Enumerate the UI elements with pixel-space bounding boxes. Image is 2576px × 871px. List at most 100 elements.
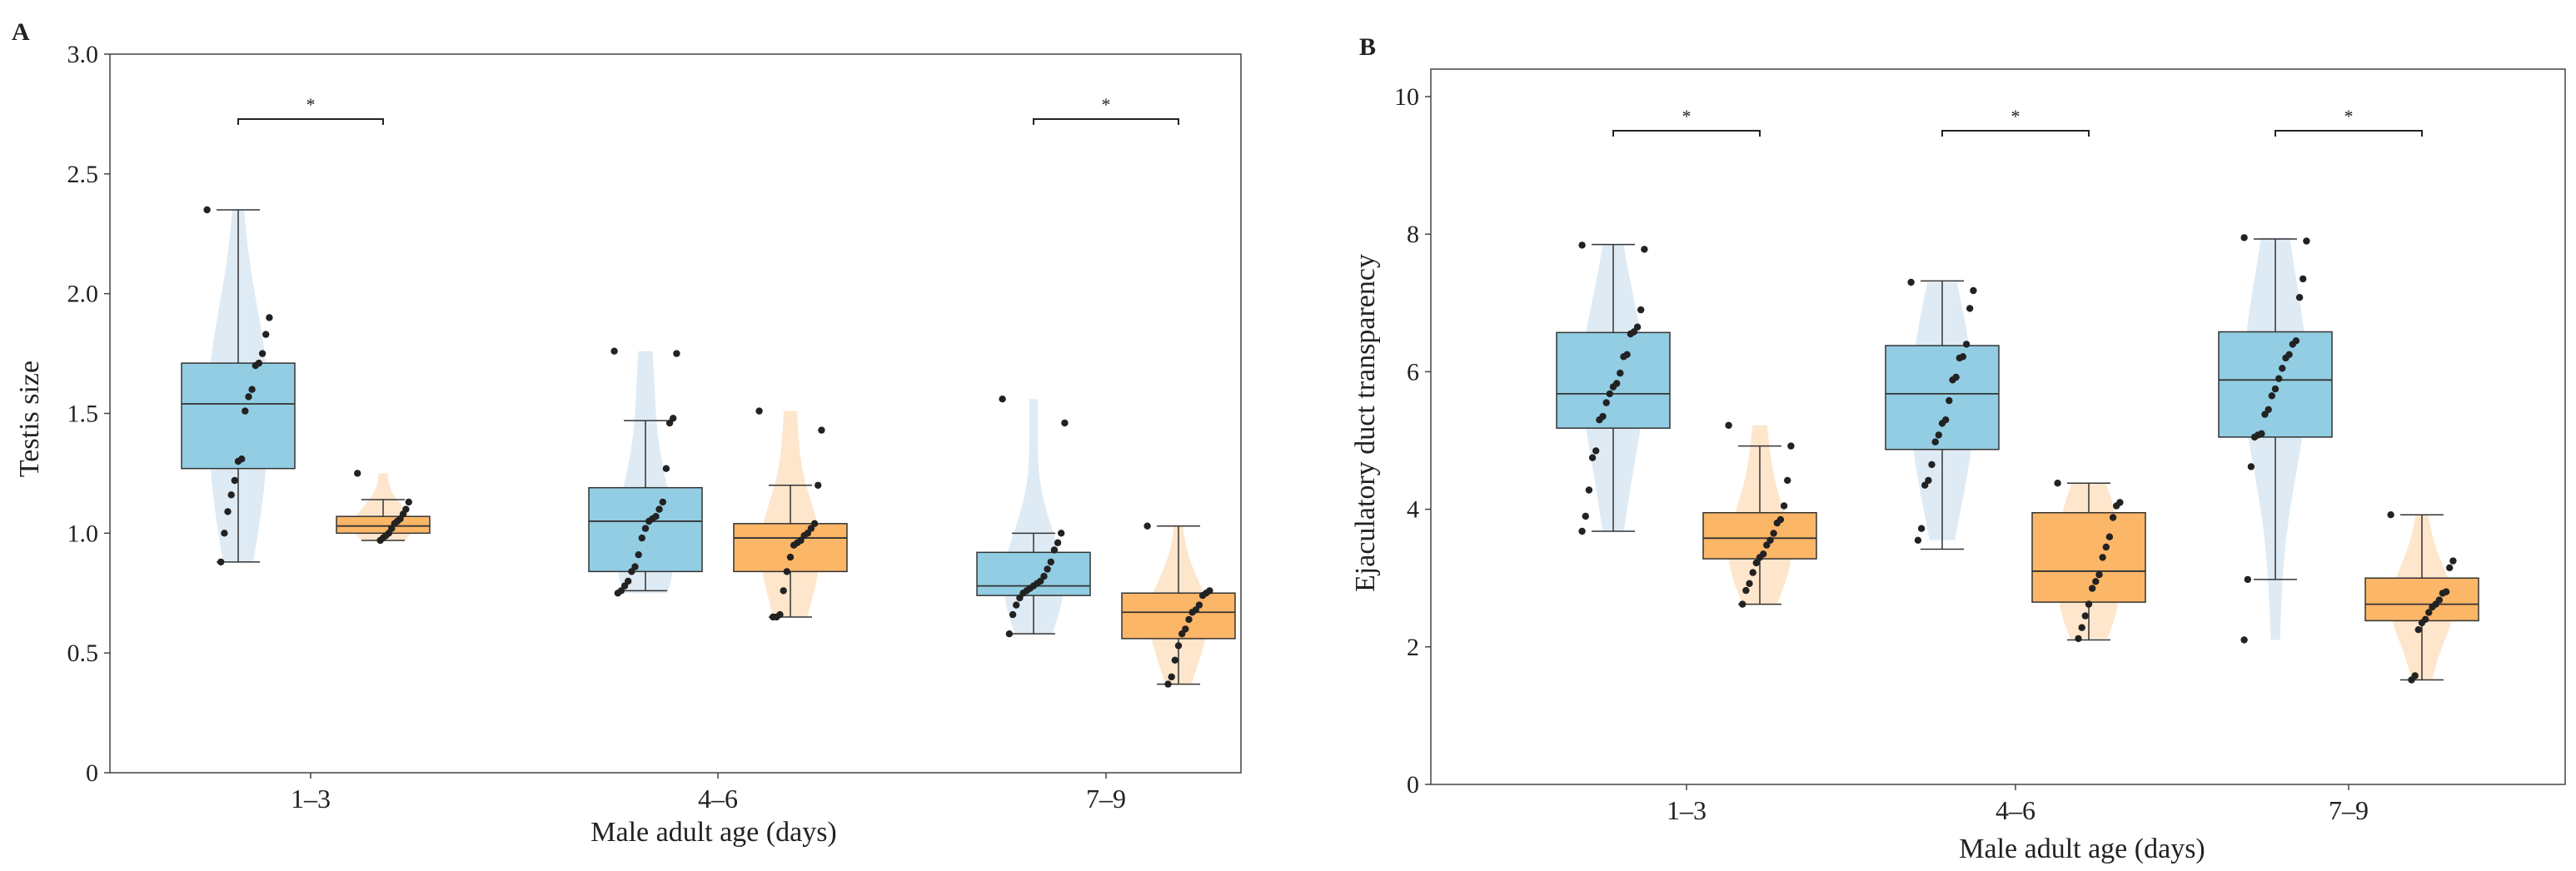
panel-b-4-6-blue-point: [1949, 376, 1956, 384]
panel-b-1-3-orange-point: [1780, 502, 1788, 510]
panel-a-4-6-blue-point: [645, 517, 653, 525]
panel-b-7-9-blue-point: [2279, 365, 2286, 372]
panel-b-1-3-orange-point: [1770, 530, 1777, 537]
panel-a-1-3-orange-box: [336, 515, 431, 535]
panel-a-1-3-blue-point: [203, 206, 211, 214]
panel-a-significance-star: *: [1102, 94, 1111, 115]
panel-a-4-6-blue-point: [673, 350, 680, 357]
panel-a-4-6-orange-point: [755, 407, 763, 415]
panel-a-significance-bracket: [237, 118, 384, 125]
panel-a-1-3-blue-box: [181, 362, 296, 470]
panel-a-7-9-orange-point: [1185, 615, 1193, 624]
panel-b-1-3-blue-point: [1617, 369, 1624, 377]
panel-a-7-9-orange-point: [1188, 609, 1196, 616]
panel-a-4-6-blue-point: [620, 582, 629, 590]
panel-b-1-3-orange-point: [1739, 600, 1746, 608]
panel-b-7-9-orange-box: [2364, 577, 2479, 622]
panel-b-significance-star: *: [1682, 106, 1692, 127]
panel-b-7-9-blue-point: [2299, 275, 2307, 283]
panel-b-significance-bracket: [1941, 130, 2090, 137]
panel-a: A Male adult age (days) Testis size 0 0.5…: [12, 18, 1242, 848]
panel-b-4-6-orange-point: [2075, 635, 2082, 643]
panel-a-7-9-blue-point: [1061, 419, 1069, 427]
panel-a-4-6-blue-point: [641, 525, 650, 532]
panel-b-1-3-blue-point: [1582, 512, 1590, 520]
panel-b-7-9-orange-point: [2429, 603, 2436, 611]
panel-b-1-3-blue-point: [1596, 416, 1603, 424]
panel-b-1-3-orange-point: [1749, 569, 1756, 576]
panel-b-y-tick-label: 8: [1407, 221, 1419, 248]
panel-b-4-6-blue-box: [1885, 345, 2000, 450]
panel-b-7-9-orange-point: [2387, 511, 2394, 519]
panel-b-7-9-orange-point: [2446, 564, 2454, 571]
panel-b-4-6-blue-point: [1921, 481, 1929, 489]
panel-b-1-3-blue-point: [1578, 241, 1586, 249]
panel-a-7-9-blue-point: [1054, 539, 1062, 546]
panel-b-4-6-orange-point: [2092, 578, 2100, 585]
panel-a-1-3-orange-point: [354, 470, 361, 477]
panel-b-4-6-blue-point: [1966, 305, 1974, 312]
panel-b-x-tick-label: 1–3: [1667, 795, 1707, 825]
panel-b-1-3-blue-point: [1602, 399, 1610, 406]
panel-b-x-axis-label: Male adult age (days): [1959, 834, 2205, 864]
panel-a-4-6-blue-point: [655, 505, 663, 513]
panel-a-4-6-orange-point: [770, 613, 777, 621]
panel-b-4-6-blue-point: [1928, 460, 1936, 469]
panel-a-1-3-blue-point: [231, 476, 238, 485]
panel-a-4-6-blue-point: [665, 419, 674, 427]
panel-a-7-9-orange-point: [1198, 591, 1207, 600]
panel-a-4-6-blue-point: [628, 568, 635, 575]
panel-a-1-3-blue-point: [227, 491, 235, 499]
panel-b-7-9-blue-point: [2261, 411, 2269, 418]
panel-a-7-9-orange-point: [1178, 630, 1186, 638]
panel-b-4-6-blue-point: [1925, 476, 1932, 485]
panel-b-1-3-blue-point: [1609, 383, 1617, 391]
panel-b-7-9-blue-point: [2244, 575, 2251, 584]
panel-a-x-axis-label: Male adult age (days): [590, 817, 837, 848]
panel-b-4-6-orange-point: [2105, 533, 2114, 540]
panel-a-1-3-blue-point: [252, 361, 259, 370]
panel-a-7-9-blue-point: [1050, 546, 1059, 554]
panel-a-y-tick-label: 3.0: [67, 41, 99, 68]
panel-b-1-3-orange-point: [1746, 580, 1753, 587]
panel-b-4-6-blue-point: [1907, 278, 1915, 286]
panel-a-4-6-orange-point: [783, 568, 790, 575]
panel-b-1-3-blue-point: [1585, 486, 1593, 494]
panel-b-significance-bracket: [1612, 130, 1761, 137]
panel-b-4-6-blue-point: [1970, 286, 1977, 295]
panel-b-y-tick-label: 10: [1394, 83, 1419, 111]
panel-a-7-9-blue-point: [1040, 572, 1048, 580]
panel-b-7-9-blue-point: [2250, 433, 2259, 441]
panel-a-1-3-blue-point: [245, 393, 252, 401]
panel-b-4-6-blue-point: [1946, 396, 1953, 405]
panel-b-1-3-blue-box: [1556, 331, 1671, 429]
panel-b-1-3-blue-point: [1620, 353, 1627, 361]
panel-b-1-3-blue-point: [1627, 330, 1635, 338]
panel-b-1-3-blue-point: [1641, 246, 1648, 253]
panel-a-1-3-blue-point: [248, 386, 256, 393]
panel-b-4-6-orange-point: [2081, 612, 2089, 620]
panel-a-4-6-orange-point: [790, 541, 798, 549]
panel-a-x-tick-label: 1–3: [291, 784, 331, 814]
panel-a-7-9-orange-point: [1171, 656, 1179, 664]
panel-b-4-6-blue-point: [1931, 438, 1939, 445]
panel-a-4-6-blue-point: [662, 465, 670, 472]
panel-b-4-6-orange-point: [2113, 502, 2120, 510]
panel-a-4-6-orange-point: [800, 532, 808, 540]
panel-b-significance-star: *: [2344, 106, 2354, 127]
panel-a-1-3-blue-point: [262, 331, 270, 338]
panel-a-4-6-blue-point: [638, 534, 645, 542]
panel-b-significance-star: *: [2011, 106, 2020, 127]
panel-b-7-9-orange-point: [2414, 626, 2422, 634]
panel-a-7-9-blue-point: [1044, 565, 1051, 573]
panel-a-7-9-blue-point: [1016, 594, 1024, 602]
panel-b-7-9-blue-point: [2271, 385, 2280, 393]
panel-b-y-axis-label: Ejaculatory duct transparency: [1350, 254, 1381, 592]
panel-a-7-9-blue-point: [1047, 558, 1055, 566]
panel-a-1-3-orange-point: [405, 498, 412, 506]
panel-b-7-9-blue-point: [2282, 354, 2290, 362]
panel-b-x-tick-label: 7–9: [2329, 795, 2369, 825]
panel-a-4-6-orange-point: [786, 553, 795, 561]
panel-b-7-9-blue-point: [2275, 375, 2283, 382]
panel-b-y-tick-label: 6: [1407, 358, 1419, 386]
